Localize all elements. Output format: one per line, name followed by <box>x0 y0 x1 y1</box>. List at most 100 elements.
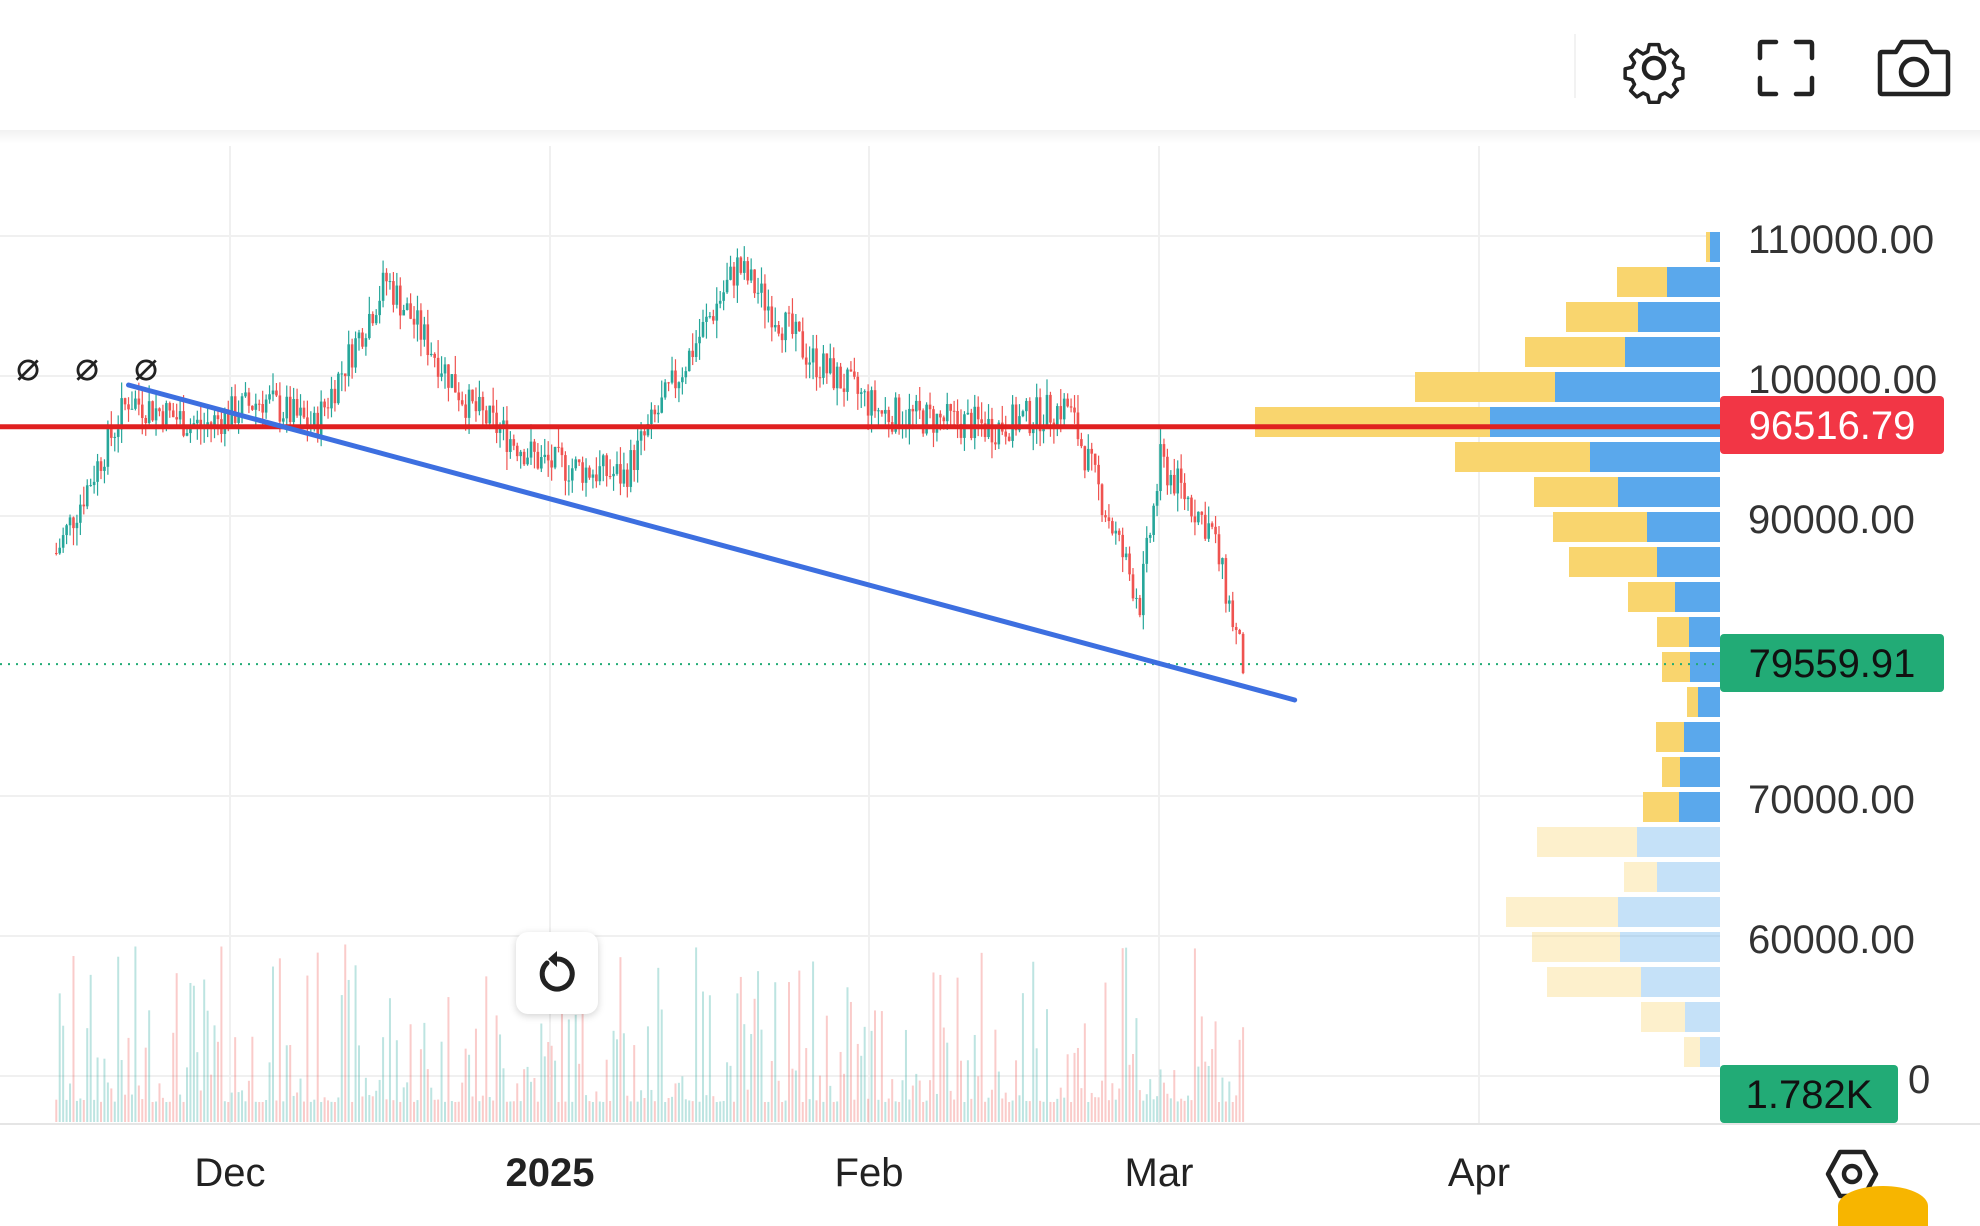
volume-bar <box>182 1101 185 1122</box>
candle-body <box>770 306 774 328</box>
candle-body <box>1214 526 1217 535</box>
price-axis[interactable]: 110000.00 100000.00 90000.00 70000.00 60… <box>1748 218 1937 1102</box>
settings-button[interactable] <box>1612 26 1696 110</box>
volume-bar <box>172 1032 175 1122</box>
volume-bar <box>681 1076 684 1122</box>
volume-bar <box>1207 1065 1210 1122</box>
candle-body <box>240 396 244 417</box>
candle-body <box>825 353 829 374</box>
candle-body <box>918 400 922 411</box>
volume-bar <box>870 1030 873 1122</box>
volume-bar <box>437 1099 440 1122</box>
drawing-mark[interactable]: ⌀ <box>134 344 158 390</box>
volume-bar <box>646 1026 649 1122</box>
candle-body <box>722 292 725 301</box>
candle-body <box>82 504 86 507</box>
volume-bar <box>385 1099 388 1122</box>
volume-bar <box>347 979 350 1122</box>
candle-body <box>736 257 739 286</box>
volume-bar <box>949 1090 952 1122</box>
volume-bar <box>151 1101 154 1122</box>
volume-bar <box>165 1102 168 1122</box>
volume-bar <box>798 970 801 1122</box>
candle-body <box>271 390 275 395</box>
candle-body <box>691 350 694 358</box>
candle-body <box>619 464 622 484</box>
drawing-mark[interactable]: ⌀ <box>16 344 40 390</box>
candle-body <box>1011 404 1014 441</box>
candle-body <box>753 269 756 294</box>
candle-body <box>1207 523 1210 539</box>
trendline[interactable] <box>126 382 1298 703</box>
candle-body <box>973 406 977 439</box>
fullscreen-button[interactable] <box>1744 26 1828 110</box>
volume-bar <box>309 1101 312 1122</box>
vp-bar-down <box>1555 372 1720 402</box>
volume-bar <box>1121 948 1124 1122</box>
volume-bar <box>79 1098 82 1122</box>
volume-bar <box>488 1097 491 1122</box>
vp-bar-up <box>1617 267 1667 297</box>
candle-body <box>705 316 708 322</box>
drawing-mark[interactable]: ⌀ <box>75 344 99 390</box>
candle-body <box>1049 394 1052 423</box>
volume-bar <box>688 1100 691 1122</box>
volume-bar <box>750 1034 753 1122</box>
candle-body <box>106 426 110 467</box>
screenshot-button[interactable] <box>1872 26 1956 110</box>
candle-body <box>911 408 915 412</box>
volume-bar <box>313 1099 316 1122</box>
time-axis[interactable]: Dec 2025 Feb Mar Apr <box>194 1151 1510 1195</box>
candle-body <box>712 316 715 321</box>
volume-bar <box>1073 1052 1076 1122</box>
vp-bar-up <box>1624 862 1657 892</box>
candle-body <box>75 522 79 529</box>
candle-body <box>718 300 722 304</box>
candle-body <box>1028 400 1032 434</box>
candle-body <box>1038 397 1042 432</box>
support-price-badge: 96516.79 <box>1720 396 1944 454</box>
candle-body <box>312 412 316 427</box>
vp-bar-down <box>1690 652 1720 682</box>
volume-bar <box>860 1055 863 1122</box>
volume-bar <box>705 1095 708 1122</box>
candle-body <box>467 389 471 418</box>
candle-body <box>512 439 516 446</box>
candle-body <box>873 390 877 412</box>
volume-bar <box>526 1066 529 1122</box>
candle-body <box>801 331 805 358</box>
candle-body <box>1121 534 1124 558</box>
volume-bar <box>970 1098 973 1122</box>
candle-body <box>615 464 619 474</box>
volume-bar <box>788 982 790 1122</box>
volume-bar <box>468 1054 471 1122</box>
volume-bar <box>86 1028 89 1122</box>
volume-bar <box>567 1019 570 1122</box>
volume-bar <box>605 1059 608 1122</box>
volume-bar <box>1028 1101 1031 1122</box>
volume-bar <box>856 1043 859 1122</box>
candle-body <box>144 417 148 423</box>
volume-bar <box>358 1045 360 1122</box>
candle-body <box>1035 397 1038 428</box>
reset-chart-button[interactable] <box>516 932 598 1014</box>
volume-bar <box>65 1099 68 1122</box>
candle-body <box>925 404 928 434</box>
drawing-marks: ⌀ ⌀ ⌀ <box>16 344 158 390</box>
candle-body <box>388 281 392 283</box>
vp-bar-up <box>1455 442 1590 472</box>
floating-action-hint[interactable] <box>1838 1186 1928 1226</box>
vp-bar-up <box>1547 967 1641 997</box>
candle-body <box>1045 394 1049 429</box>
candle-body <box>1176 468 1180 494</box>
vp-bar-up <box>1506 897 1618 927</box>
candle-body <box>639 431 643 441</box>
volume-bar <box>1018 1095 1021 1122</box>
candle-body <box>433 353 436 358</box>
volume-bar <box>739 976 742 1122</box>
candle-body <box>151 401 154 421</box>
vp-bar-up <box>1662 757 1680 787</box>
volume-bar <box>839 1051 842 1122</box>
candle-body <box>1021 411 1025 417</box>
